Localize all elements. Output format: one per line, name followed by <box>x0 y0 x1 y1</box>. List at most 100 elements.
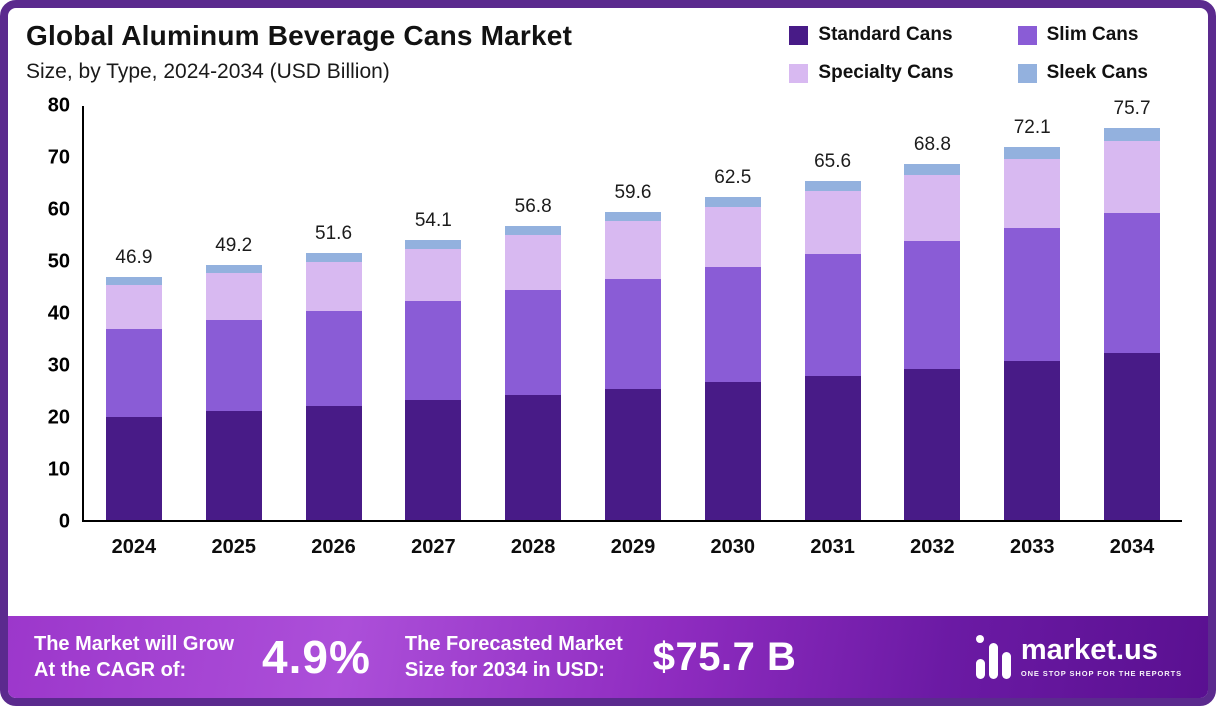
cagr-label: The Market will Grow At the CAGR of: <box>34 631 234 683</box>
bar-group-2025: 49.2 <box>205 106 262 520</box>
cagr-label-line2: At the CAGR of: <box>34 659 187 681</box>
forecast-value: $75.7 B <box>652 634 797 679</box>
forecast-label-line1: The Forecasted Market <box>404 633 623 655</box>
legend-item-standard-cans: Standard Cans <box>789 24 953 46</box>
bar-group-2032: 68.8 <box>904 106 961 520</box>
bar-stack <box>1104 106 1161 520</box>
bar-segment-slim-cans <box>405 301 462 401</box>
bar-total-label: 65.6 <box>814 150 852 172</box>
y-tick-label: 0 <box>58 510 70 533</box>
legend-label: Specialty Cans <box>818 62 954 83</box>
bar-segment-standard-cans <box>1104 353 1161 520</box>
legend-item-slim-cans: Slim Cans <box>1017 24 1148 46</box>
bar-group-2029: 59.6 <box>604 106 661 520</box>
bar-segment-sleek-cans <box>505 226 562 236</box>
chart-row: 0 10 20 30 40 50 60 70 80 46.9 49.2 51.6 54.1 56.8 59… <box>20 95 1182 533</box>
logo-bar-1 <box>975 659 985 679</box>
bar-total-label: 46.9 <box>115 247 153 269</box>
bar-segment-standard-cans <box>904 368 961 520</box>
bar-group-2031: 65.6 <box>804 106 861 520</box>
bar-segment-sleek-cans <box>305 252 362 262</box>
bar-stack <box>405 106 462 520</box>
bar-segment-specialty-cans <box>105 284 162 329</box>
bar-stack <box>604 106 661 520</box>
bar-segment-specialty-cans <box>704 206 761 267</box>
bar-stack <box>205 106 262 520</box>
x-axis-label-2026: 2026 <box>311 536 356 558</box>
bar-segment-slim-cans <box>505 290 562 395</box>
y-tick-label: 60 <box>47 198 70 221</box>
y-axis: 0 10 20 30 40 50 60 70 80 <box>20 95 82 533</box>
legend: Standard Cans Slim Cans Specialty Cans Slee… <box>789 24 1148 84</box>
bar-total-label: 51.6 <box>315 222 353 244</box>
marketus-logo-icon <box>975 635 1011 679</box>
legend-item-sleek-cans: Sleek Cans <box>1017 62 1148 84</box>
marketus-logo: market.us ONE STOP SHOP FOR THE REPORTS <box>975 635 1182 679</box>
x-axis-spacer <box>20 536 84 559</box>
bar-segment-sleek-cans <box>105 277 162 285</box>
y-tick-label: 10 <box>47 458 70 481</box>
bar-segment-standard-cans <box>405 400 462 520</box>
bar-segment-sleek-cans <box>1104 128 1161 142</box>
bar-segment-sleek-cans <box>604 211 661 222</box>
bar-segment-sleek-cans <box>804 180 861 192</box>
bar-stack <box>904 106 961 520</box>
x-axis-label-2025: 2025 <box>211 536 256 558</box>
x-axis-label-2032: 2032 <box>910 536 955 558</box>
bar-total-label: 68.8 <box>913 133 951 155</box>
bar-segment-specialty-cans <box>804 191 861 255</box>
bar-segment-standard-cans <box>205 411 262 520</box>
page-subtitle: Size, by Type, 2024-2034 (USD Billion) <box>26 60 390 83</box>
legend-label: Sleek Cans <box>1046 62 1148 83</box>
forecast-label-line2: Size for 2034 in USD: <box>404 659 605 681</box>
y-tick-label: 20 <box>47 406 70 429</box>
bar-segment-slim-cans <box>604 278 661 389</box>
bar-stack <box>505 106 562 520</box>
legend-swatch-icon <box>1017 63 1037 83</box>
bar-segment-specialty-cans <box>1004 158 1061 228</box>
bar-total-label: 54.1 <box>414 210 452 232</box>
x-axis-label-2028: 2028 <box>510 536 556 558</box>
page-title: Global Aluminum Beverage Cans Market <box>26 20 573 51</box>
legend-swatch-icon <box>1017 25 1037 45</box>
bar-segment-slim-cans <box>1104 213 1161 354</box>
bar-segment-sleek-cans <box>904 163 961 176</box>
x-axis-label-2033: 2033 <box>1009 536 1055 558</box>
bar-segment-sleek-cans <box>1004 146 1061 159</box>
bar-group-2026: 51.6 <box>305 106 362 520</box>
legend-swatch-icon <box>789 63 809 83</box>
bar-segment-specialty-cans <box>405 248 462 302</box>
bar-segment-slim-cans <box>305 310 362 407</box>
bar-segment-specialty-cans <box>505 235 562 291</box>
bar-segment-standard-cans <box>505 394 562 520</box>
x-axis-label-2027: 2027 <box>411 536 456 558</box>
bar-stack <box>305 106 362 520</box>
bar-total-label: 49.2 <box>215 235 253 257</box>
bar-segment-sleek-cans <box>704 196 761 207</box>
bar-segment-standard-cans <box>604 388 661 520</box>
legend-swatch-icon <box>789 25 809 45</box>
bar-segment-slim-cans <box>904 241 961 369</box>
logo-bar-2 <box>988 643 998 679</box>
y-tick-label: 40 <box>47 302 70 325</box>
bar-stack <box>704 106 761 520</box>
y-tick-label: 70 <box>47 146 70 169</box>
bar-segment-specialty-cans <box>604 221 661 279</box>
bar-segment-standard-cans <box>305 406 362 520</box>
cagr-label-line1: The Market will Grow <box>34 633 235 655</box>
bar-segment-specialty-cans <box>1104 141 1161 214</box>
bar-group-2030: 62.5 <box>704 106 761 520</box>
logo-dot <box>975 635 984 643</box>
bar-total-label: 62.5 <box>714 166 752 188</box>
bar-segment-sleek-cans <box>405 240 462 249</box>
x-axis-label-2024: 2024 <box>111 536 157 558</box>
bar-stack <box>804 106 861 520</box>
bar-segment-sleek-cans <box>205 265 262 274</box>
x-axis: 2024 2025 2026 2027 2028 2029 2030 2031 2032 2033… <box>84 536 1182 559</box>
title-block: Global Aluminum Beverage Cans Market Siz… <box>26 20 572 84</box>
bar-stack <box>105 106 162 520</box>
bar-segment-standard-cans <box>804 375 861 520</box>
bar-segment-slim-cans <box>804 254 861 376</box>
bar-segment-standard-cans <box>105 416 162 520</box>
bottom-banner: The Market will Grow At the CAGR of: 4.9… <box>8 616 1208 698</box>
